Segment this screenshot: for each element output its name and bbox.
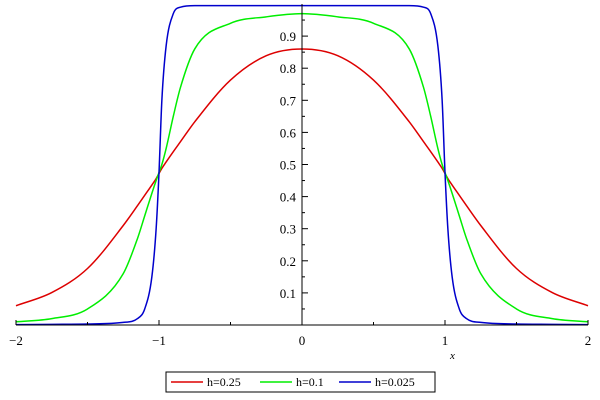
x-tick-label: 1 [442,333,449,348]
x-tick-label: 0 [299,333,306,348]
y-tick-label: 0.5 [280,158,296,173]
legend-label-3: h=0.025 [375,375,415,389]
y-tick-label: 0.2 [280,254,296,269]
legend-label-1: h=0.25 [207,375,241,389]
x-ticks: −2 −1 0 1 2 [9,320,591,348]
y-ticks: 0.1 0.2 0.3 0.4 0.5 0.6 0.7 0.8 0.9 [280,19,308,310]
y-tick-label: 0.9 [280,29,296,44]
y-tick-label: 0.8 [280,61,296,76]
y-tick-label: 0.6 [280,125,297,140]
x-tick-label: −2 [9,333,23,348]
x-tick-label: −1 [152,333,166,348]
legend-items: h=0.25 h=0.1 h=0.025 [171,375,415,389]
y-axis: 0.1 0.2 0.3 0.4 0.5 0.6 0.7 0.8 0.9 [280,4,308,325]
legend-label-2: h=0.1 [296,375,324,389]
y-tick-label: 0.1 [280,286,296,301]
y-tick-label: 0.4 [280,190,297,205]
y-tick-label: 0.3 [280,222,296,237]
legend: h=0.25 h=0.1 h=0.025 [165,371,436,393]
legend-box [165,371,436,393]
x-tick-label: 2 [585,333,592,348]
x-axis-label: x [449,350,455,362]
y-tick-label: 0.7 [280,93,297,108]
